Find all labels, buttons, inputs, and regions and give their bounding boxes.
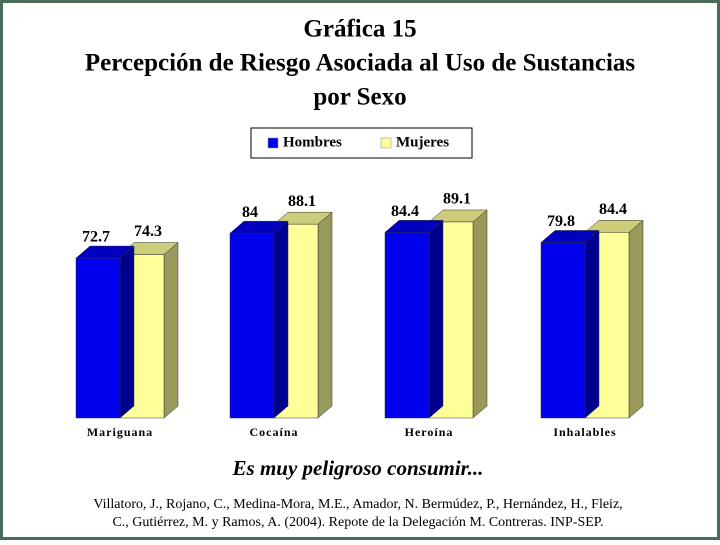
bar-front [540, 242, 586, 419]
bar-front [75, 257, 121, 419]
source: C., Gutiérrez, M. y Ramos, A. (2004). Re… [112, 515, 603, 530]
bar-side [428, 219, 444, 419]
bar-side [317, 211, 333, 419]
data-label: 88.1 [288, 193, 316, 210]
source: Villatoro, J., Rojano, C., Medina-Mora, … [93, 497, 622, 512]
bar-side [472, 209, 488, 419]
bar [384, 219, 444, 419]
chart-title: por Sexo [313, 84, 406, 111]
data-label: 84.4 [391, 203, 419, 220]
bar [540, 229, 600, 419]
bar-side [273, 220, 289, 419]
annotation: Es muy peligroso consumir... [232, 456, 484, 480]
data-label: 79.8 [547, 213, 575, 230]
bar-side [584, 229, 600, 419]
bar-front [384, 232, 430, 419]
chart-title: Percepción de Riesgo Asociada al Uso de … [85, 50, 636, 77]
bar [75, 245, 135, 419]
data-label: 89.1 [443, 191, 471, 208]
x-tick-label: Cocaína [250, 425, 299, 439]
bar-front [229, 232, 275, 419]
legend [250, 127, 473, 159]
data-label: 74.3 [134, 223, 162, 240]
data-label: 84.4 [599, 201, 627, 218]
legend-swatch [267, 137, 279, 149]
legend-label: Mujeres [396, 134, 449, 150]
x-tick-label: Inhalables [553, 425, 616, 439]
chart-title: Gráfica 15 [303, 16, 416, 43]
legend-label: Hombres [283, 134, 342, 150]
bar-side [163, 241, 179, 419]
x-tick-label: Mariguana [87, 425, 153, 439]
bar-side [628, 219, 644, 419]
data-label: 72.7 [82, 229, 110, 246]
x-tick-label: Heroína [405, 425, 454, 439]
bar [229, 220, 289, 419]
bar-side [119, 245, 135, 419]
legend-swatch [380, 137, 392, 149]
data-label: 84 [242, 204, 258, 221]
